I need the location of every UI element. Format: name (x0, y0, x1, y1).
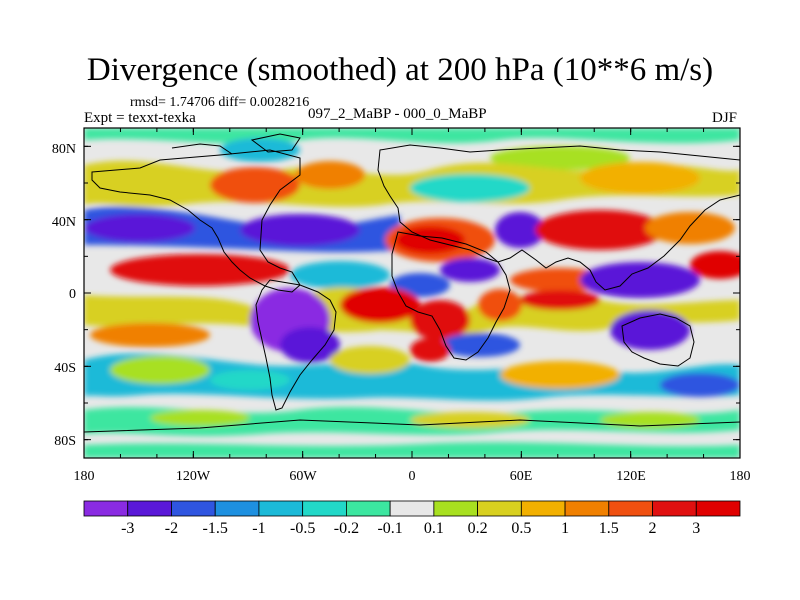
color-bar-label: 3 (692, 520, 700, 537)
color-bar-swatch (258, 500, 304, 517)
stats-label: rmsd= 1.74706 diff= 0.0028216 (130, 95, 310, 110)
color-bar-swatch (83, 500, 129, 517)
color-bar-swatch (695, 500, 741, 517)
color-bar-label: -1.5 (203, 520, 228, 537)
color-bar-label: 1 (561, 520, 569, 537)
x-axis-labels: 180 120W 60W 0 60E 120E 180 (74, 469, 751, 484)
color-bar (83, 500, 741, 517)
color-bar-label: -0.2 (334, 520, 359, 537)
color-bar-labels: -3 -2 -1.5 -1 -0.5 -0.2 -0.1 0.1 0.2 0.5 1 1.5 2 3 (121, 520, 700, 537)
color-bar-label: -1 (252, 520, 265, 537)
x-tick-label: 120W (176, 469, 211, 484)
color-bar-swatch (127, 500, 172, 517)
x-tick-label: 0 (409, 469, 416, 484)
color-bar-label: -3 (121, 520, 134, 537)
x-tick-label: 180 (74, 469, 95, 484)
axis-ticks (83, 128, 741, 458)
coastline-outlines (84, 133, 740, 433)
y-tick-label: 40N (52, 215, 76, 230)
color-bar-label: 0.1 (424, 520, 444, 537)
color-bar-label: -2 (165, 520, 178, 537)
x-tick-label: 180 (730, 469, 751, 484)
color-bar-swatch (389, 500, 435, 517)
color-bar-label: -0.1 (377, 520, 402, 537)
color-bar-swatch (345, 500, 391, 517)
y-tick-label: 0 (69, 287, 76, 302)
y-axis-labels: 80N 40N 0 40S 80S (52, 142, 76, 449)
color-bar-swatch (171, 500, 216, 517)
color-bar-swatch (214, 500, 260, 517)
y-tick-label: 80N (52, 142, 76, 157)
season-label: DJF (712, 110, 738, 126)
color-bar-swatch (652, 500, 697, 517)
x-tick-label: 120E (616, 469, 646, 484)
map-title: Divergence (smoothed) at 200 hPa (10**6 … (86, 52, 714, 88)
experiment-label: Expt = texxt-texka (84, 110, 196, 126)
color-bar-swatch (477, 500, 522, 517)
y-tick-label: 80S (54, 434, 76, 449)
color-bar-swatch (433, 500, 479, 517)
y-tick-label: 40S (54, 361, 76, 376)
x-tick-label: 60E (510, 469, 533, 484)
color-bar-label: 0.2 (468, 520, 488, 537)
difference-label: 097_2_MaBP - 000_0_MaBP (308, 106, 487, 122)
color-bar-swatch (608, 500, 653, 517)
color-bar-swatch (302, 500, 347, 517)
contour-field (84, 128, 740, 458)
color-bar-label: 0.5 (511, 520, 531, 537)
color-bar-label: -0.5 (290, 520, 315, 537)
color-bar-swatch (520, 500, 566, 517)
x-tick-label: 60W (289, 469, 317, 484)
color-bar-label: 1.5 (599, 520, 619, 537)
color-bar-swatch (564, 500, 610, 517)
color-bar-label: 2 (649, 520, 657, 537)
